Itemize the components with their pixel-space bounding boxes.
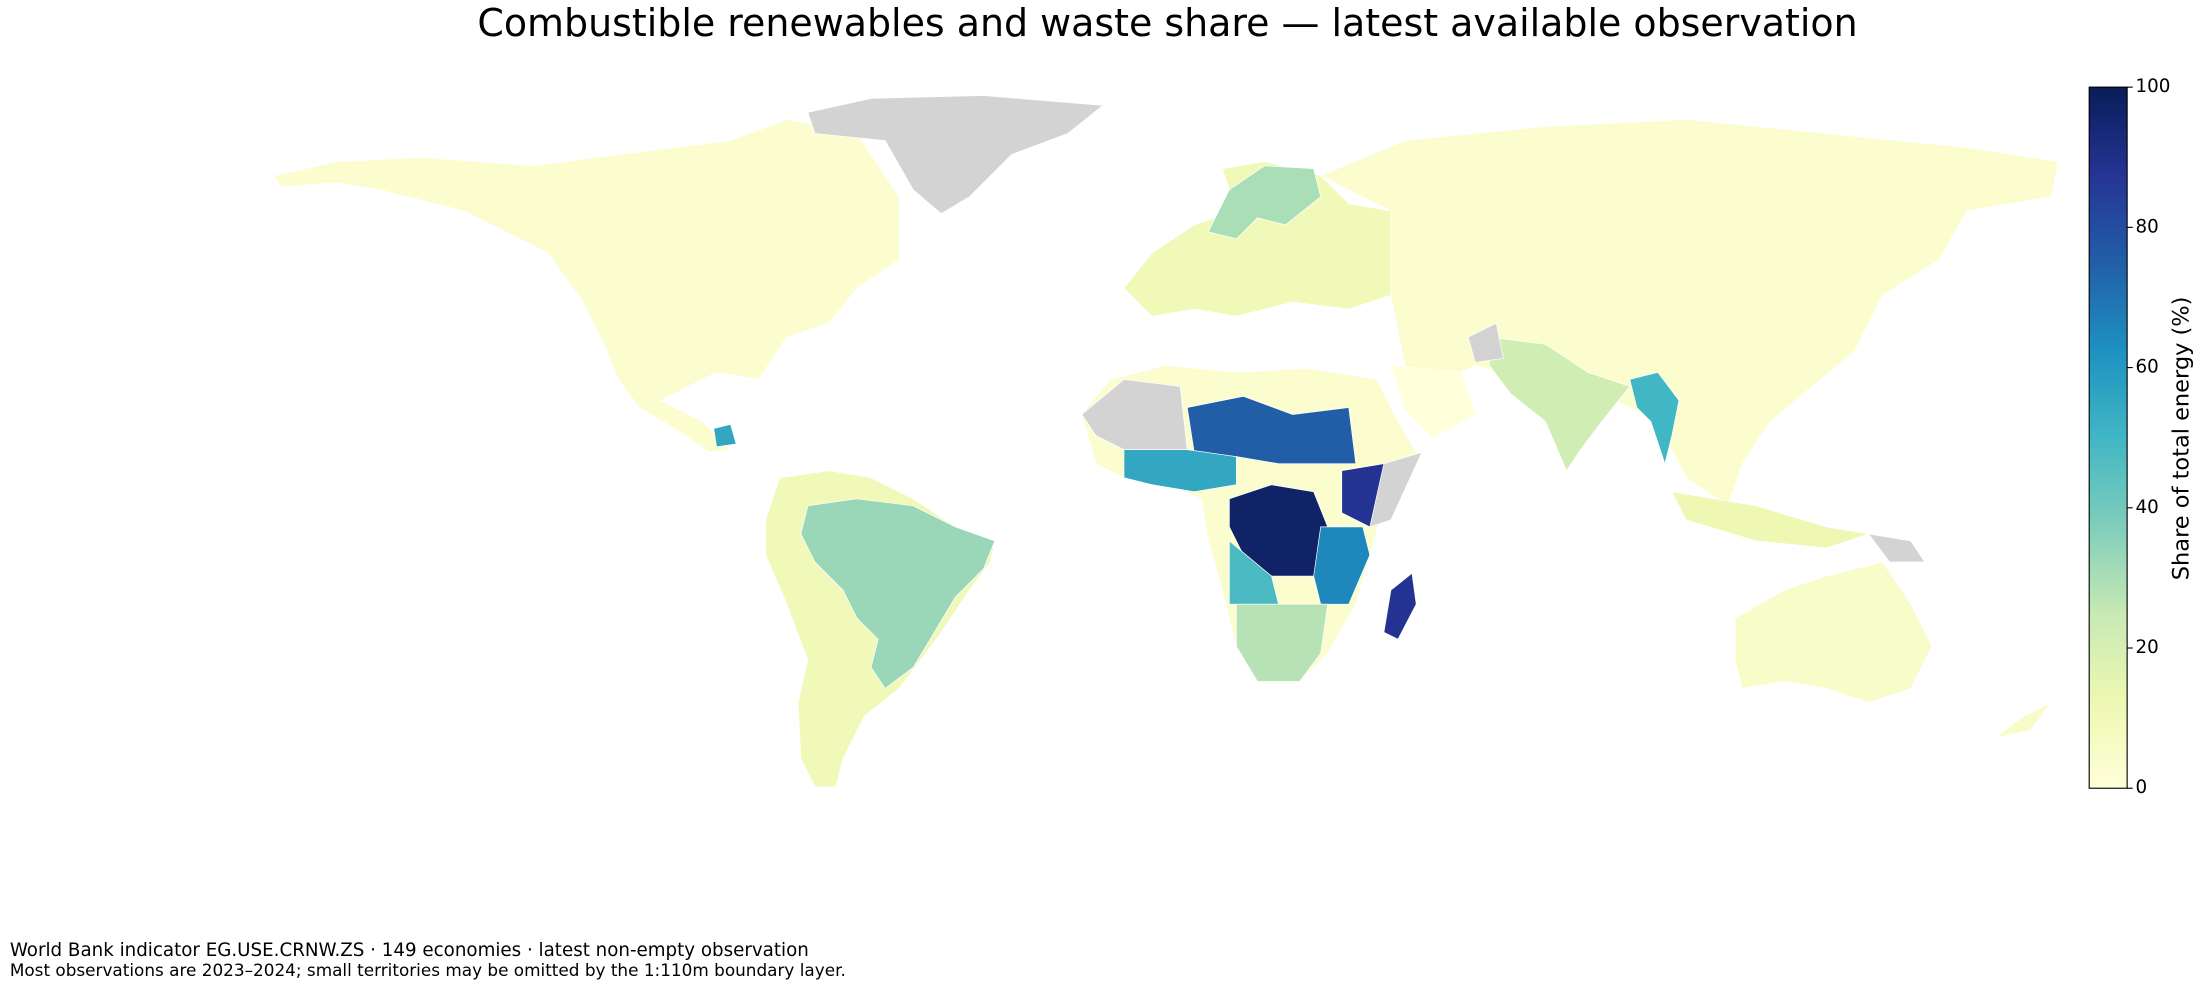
country-region <box>713 423 737 448</box>
country-region <box>1123 449 1237 493</box>
colorbar-tick-label: 80 <box>2136 216 2159 237</box>
map <box>273 95 2059 788</box>
country-region <box>1236 603 1329 682</box>
colorbar <box>2088 86 2128 789</box>
country-region <box>800 498 996 689</box>
no-data-region <box>1369 451 1423 528</box>
country-region <box>1734 561 1933 703</box>
country-region <box>1488 336 1631 472</box>
no-data-region <box>1081 379 1188 450</box>
no-data-region <box>807 95 1104 215</box>
footnote: Most observations are 2023–2024; small t… <box>10 960 846 980</box>
no-data-region <box>1867 533 1926 563</box>
colorbar-label: Share of total energy (%) <box>2168 297 2194 581</box>
country-region <box>1629 371 1680 465</box>
country-region <box>1383 572 1417 640</box>
country-region <box>1390 364 1476 439</box>
colorbar-tick-label: 20 <box>2136 637 2159 658</box>
colorbar-tick-label: 100 <box>2136 76 2171 97</box>
colorbar-tick-label: 60 <box>2136 357 2159 378</box>
country-region <box>1313 526 1371 605</box>
footnote: World Bank indicator EG.USE.CRNW.ZS · 14… <box>10 940 809 961</box>
country-region <box>1994 702 2052 738</box>
chart-title: Combustible renewables and waste share —… <box>477 1 1857 45</box>
colorbar-tick-label: 0 <box>2136 777 2148 798</box>
country-region <box>1319 119 2059 507</box>
country-region <box>1671 491 1869 549</box>
colorbar-tick-label: 40 <box>2136 497 2159 518</box>
country-region <box>273 119 900 453</box>
country-region <box>1207 165 1322 240</box>
no-data-region <box>1467 322 1504 363</box>
